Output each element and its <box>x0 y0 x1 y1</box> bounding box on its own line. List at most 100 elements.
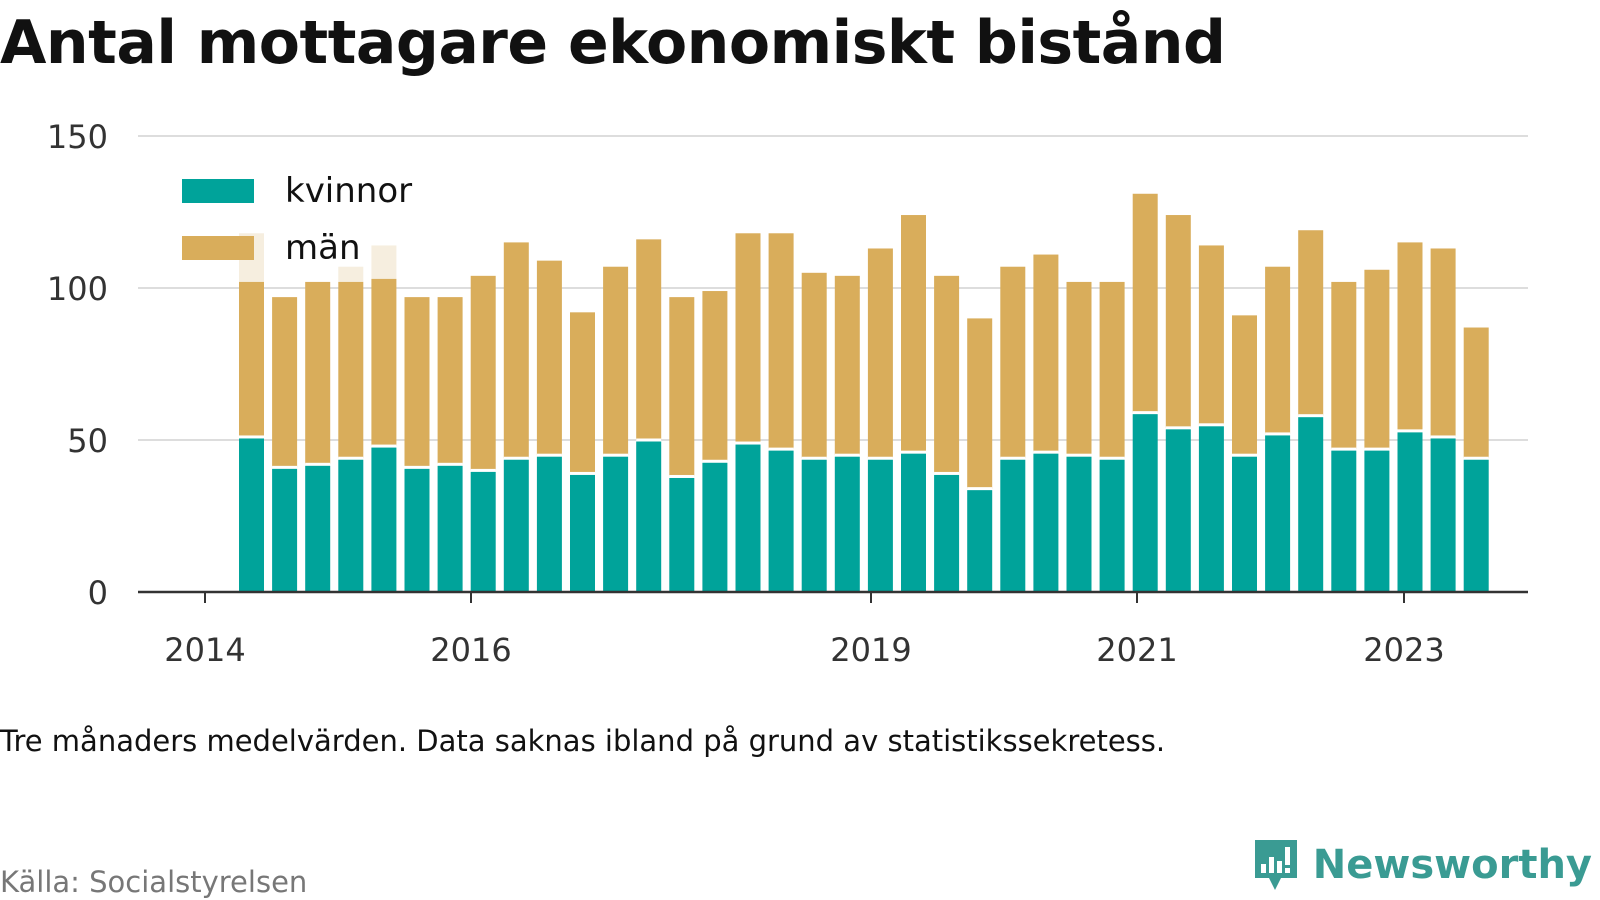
bar-man <box>437 297 463 465</box>
bar-missing-data <box>338 266 364 282</box>
chart-caption: Tre månaders medelvärden. Data saknas ib… <box>0 724 1166 758</box>
bar-separator <box>437 462 463 466</box>
bar-kvinnor <box>801 459 827 592</box>
bar-man <box>1033 254 1059 453</box>
bar-separator <box>967 487 993 491</box>
bar-separator <box>305 462 331 466</box>
bar-man <box>901 215 926 453</box>
bar-separator <box>1000 456 1026 460</box>
bar-separator <box>536 453 562 457</box>
bar-separator <box>801 456 827 460</box>
bar-kvinnor <box>702 462 728 592</box>
bar-separator <box>702 459 728 463</box>
x-tick-label: 2014 <box>164 631 245 669</box>
bar-kvinnor <box>768 450 794 592</box>
bar-separator <box>1298 414 1324 418</box>
bar-man <box>1198 245 1224 425</box>
bar-kvinnor <box>272 468 298 592</box>
bar-separator <box>1066 453 1092 457</box>
bar-kvinnor <box>470 471 496 592</box>
bar-man <box>305 281 331 465</box>
bar-man <box>470 275 496 471</box>
bar-kvinnor <box>1331 450 1357 592</box>
bar-separator <box>1364 447 1390 451</box>
brand-logo: Newsworthy <box>1251 838 1592 892</box>
bar-separator <box>1232 453 1257 457</box>
bar-separator <box>404 465 430 469</box>
bar-separator <box>1099 456 1125 460</box>
x-tick-label: 2016 <box>430 631 511 669</box>
bar-man <box>1000 266 1026 459</box>
bar-separator <box>867 456 893 460</box>
bar-kvinnor <box>967 490 993 592</box>
bar-man <box>272 297 298 468</box>
bar-kvinnor <box>735 444 761 592</box>
bar-separator <box>503 456 529 460</box>
bar-man <box>1232 315 1257 456</box>
bar-separator <box>1265 432 1291 436</box>
bar-separator <box>636 438 662 442</box>
bar-kvinnor <box>867 459 893 592</box>
bar-kvinnor <box>1364 450 1390 592</box>
bar-man <box>338 281 364 459</box>
y-tick-label: 0 <box>88 574 108 612</box>
bar-man <box>768 233 794 450</box>
bar-kvinnor <box>1463 459 1489 592</box>
bar-man <box>1298 230 1324 416</box>
bar-kvinnor <box>1132 414 1158 592</box>
chart-title: Antal mottagare ekonomiskt bistånd <box>0 8 1226 78</box>
bar-man <box>404 297 430 468</box>
bar-man <box>636 239 662 440</box>
bar-man <box>1430 248 1456 437</box>
bar-kvinnor <box>503 459 529 592</box>
bar-kvinnor <box>570 474 595 592</box>
bar-man <box>570 312 595 474</box>
legend-swatch-kvinnor <box>182 179 254 203</box>
bar-kvinnor <box>338 459 364 592</box>
bar-man <box>834 275 860 456</box>
bar-kvinnor <box>239 438 264 592</box>
bar-separator <box>669 474 695 478</box>
bar-kvinnor <box>1298 417 1324 592</box>
bar-man <box>801 272 827 459</box>
bar-man <box>603 266 629 456</box>
bar-kvinnor <box>901 453 926 592</box>
y-tick-label: 100 <box>47 270 108 308</box>
bar-separator <box>239 435 264 439</box>
bar-kvinnor <box>371 447 397 592</box>
bar-separator <box>1430 435 1456 439</box>
bar-kvinnor <box>603 456 629 592</box>
bar-kvinnor <box>636 441 662 592</box>
bar-separator <box>768 447 794 451</box>
bar-kvinnor <box>536 456 562 592</box>
bar-separator <box>735 441 761 445</box>
bar-kvinnor <box>1265 435 1291 592</box>
bar-separator <box>371 444 397 448</box>
bar-kvinnor <box>305 465 331 592</box>
bar-man <box>1165 215 1191 428</box>
x-tick-label: 2021 <box>1096 631 1177 669</box>
bar-man <box>371 278 397 447</box>
bar-separator <box>1165 426 1191 430</box>
bar-man <box>503 242 529 459</box>
bar-kvinnor <box>1066 456 1092 592</box>
bar-kvinnor <box>669 477 695 592</box>
bar-man <box>735 233 761 444</box>
bar-man <box>1364 269 1390 450</box>
bar-kvinnor <box>404 468 430 592</box>
bar-separator <box>1397 429 1423 433</box>
bar-man <box>1132 193 1158 413</box>
y-tick-label: 50 <box>67 422 108 460</box>
bar-man <box>1463 327 1489 459</box>
bar-kvinnor <box>1430 438 1456 592</box>
bar-man <box>1099 281 1125 459</box>
bar-separator <box>570 471 595 475</box>
stacked-bar-chart: 0 50 100 150 2014 2016 2019 2021 2023 kvinnor män <box>47 118 1528 669</box>
bar-kvinnor <box>1198 426 1224 592</box>
bar-separator <box>834 453 860 457</box>
bar-separator <box>901 450 926 454</box>
brand-name: Newsworthy <box>1312 842 1592 888</box>
bar-man <box>239 281 264 437</box>
bar-man <box>536 260 562 456</box>
bar-separator <box>603 453 629 457</box>
